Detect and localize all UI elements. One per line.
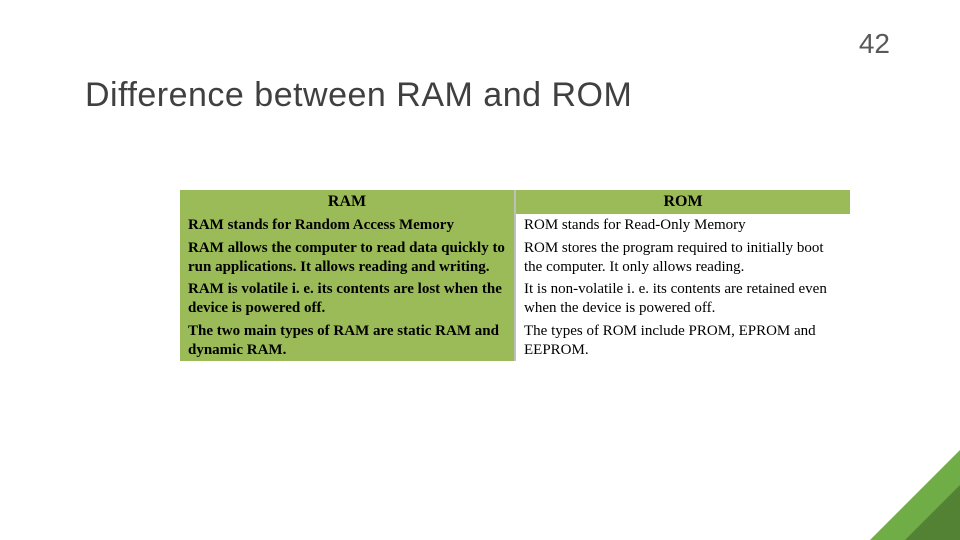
col-header-ram: RAM bbox=[180, 190, 515, 214]
table-header-row: RAM ROM bbox=[180, 190, 850, 214]
table-row: RAM allows the computer to read data qui… bbox=[180, 237, 850, 279]
cell-ram: RAM allows the computer to read data qui… bbox=[180, 237, 515, 279]
cell-ram: RAM stands for Random Access Memory bbox=[180, 214, 515, 237]
corner-accent-inner bbox=[905, 485, 960, 540]
table-row: RAM stands for Random Access Memory ROM … bbox=[180, 214, 850, 237]
cell-rom: The types of ROM include PROM, EPROM and… bbox=[515, 320, 850, 362]
cell-rom: ROM stands for Read-Only Memory bbox=[515, 214, 850, 237]
col-header-rom: ROM bbox=[515, 190, 850, 214]
page-number: 42 bbox=[859, 28, 890, 60]
table-row: The two main types of RAM are static RAM… bbox=[180, 320, 850, 362]
cell-rom: It is non-volatile i. e. its contents ar… bbox=[515, 278, 850, 320]
cell-ram: The two main types of RAM are static RAM… bbox=[180, 320, 515, 362]
comparison-table: RAM ROM RAM stands for Random Access Mem… bbox=[180, 190, 850, 361]
slide-title: Difference between RAM and ROM bbox=[85, 76, 632, 115]
cell-ram: RAM is volatile i. e. its contents are l… bbox=[180, 278, 515, 320]
slide-container: 42 Difference between RAM and ROM RAM RO… bbox=[0, 0, 960, 540]
cell-rom: ROM stores the program required to initi… bbox=[515, 237, 850, 279]
table-row: RAM is volatile i. e. its contents are l… bbox=[180, 278, 850, 320]
